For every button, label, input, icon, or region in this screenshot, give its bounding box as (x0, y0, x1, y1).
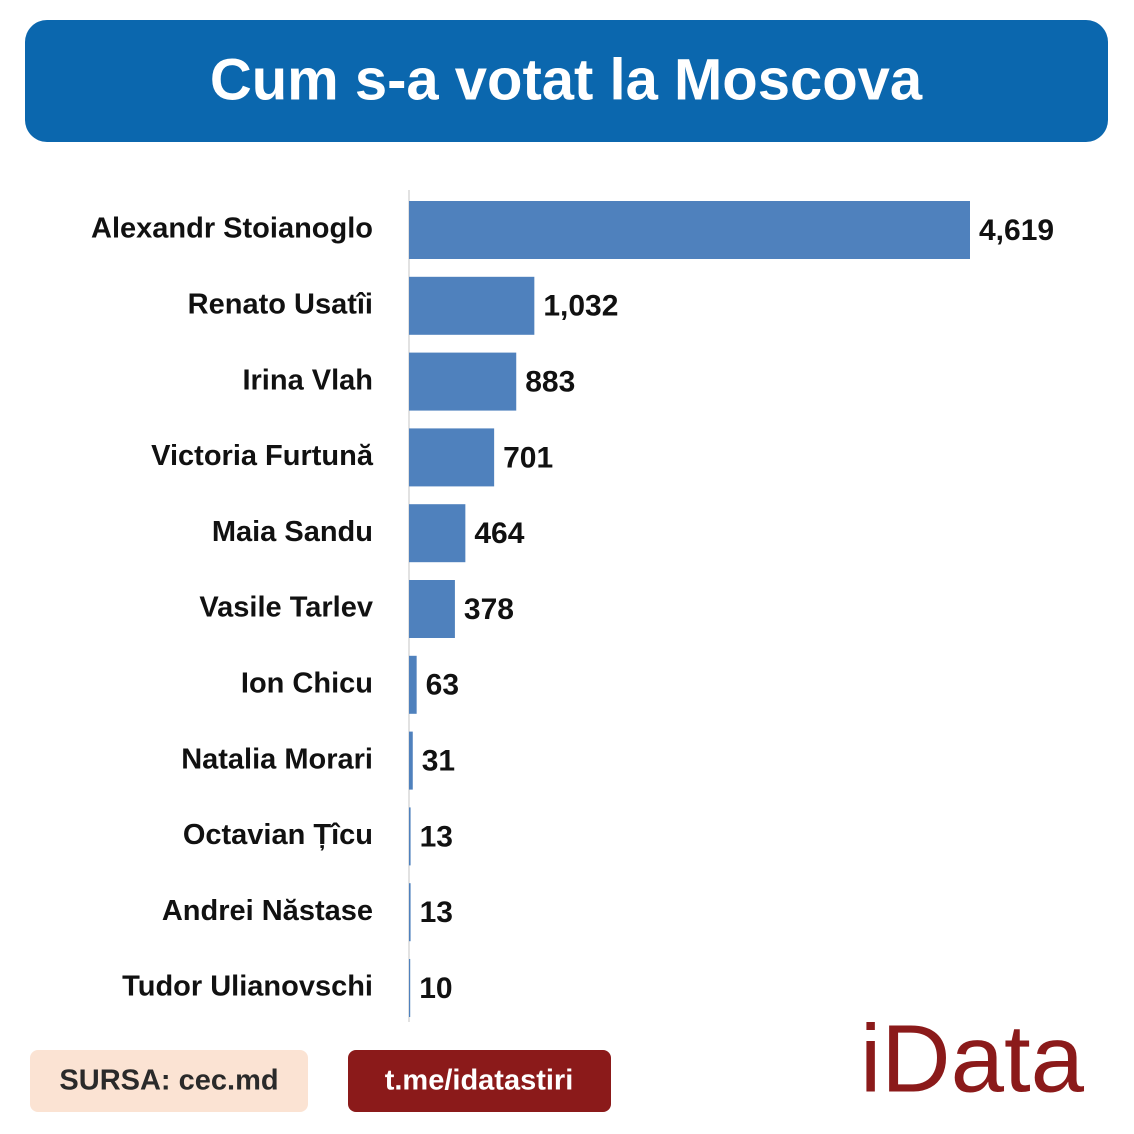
bar (409, 807, 411, 866)
category-label: Octavian Țîcu (183, 819, 373, 851)
bar (409, 428, 495, 487)
category-label: Renato Usatîi (188, 288, 373, 320)
category-label: Ion Chicu (241, 667, 373, 699)
bar (409, 504, 466, 563)
value-label: 31 (422, 745, 455, 778)
category-label: Natalia Morari (181, 743, 373, 775)
bar (409, 276, 535, 335)
category-label: Tudor Ulianovschi (122, 971, 373, 1003)
category-label: Victoria Furtună (151, 440, 374, 472)
bar (409, 731, 413, 790)
category-label: Irina Vlah (242, 364, 373, 396)
bar (409, 883, 411, 942)
category-label: Vasile Tarlev (199, 592, 373, 624)
bar (409, 352, 517, 411)
category-label: Maia Sandu (212, 516, 373, 548)
value-label: 10 (419, 972, 452, 1005)
category-label: Alexandr Stoianoglo (91, 213, 373, 245)
value-label: 464 (474, 517, 524, 550)
value-label: 63 (426, 669, 459, 702)
link-box[interactable] (348, 1050, 611, 1112)
value-label: 4,619 (979, 214, 1054, 247)
logo: iData (860, 1005, 1085, 1112)
source-box (30, 1050, 308, 1112)
value-label: 378 (464, 593, 514, 626)
source: SURSA: cec.md (59, 1065, 278, 1097)
value-label: 13 (420, 896, 453, 929)
bar (409, 959, 411, 1017)
value-label: 883 (525, 366, 575, 399)
link[interactable]: t.me/idatastiri (385, 1065, 574, 1097)
value-label: 701 (503, 441, 553, 474)
value-label: 1,032 (543, 290, 618, 323)
title-box (25, 20, 1108, 142)
category-label: Andrei Năstase (162, 895, 373, 927)
value-label: 13 (420, 820, 453, 853)
bar (409, 201, 970, 259)
bar (409, 580, 455, 638)
chart-title: Cum s-a votat la Moscova (210, 47, 923, 112)
bar (409, 655, 417, 714)
